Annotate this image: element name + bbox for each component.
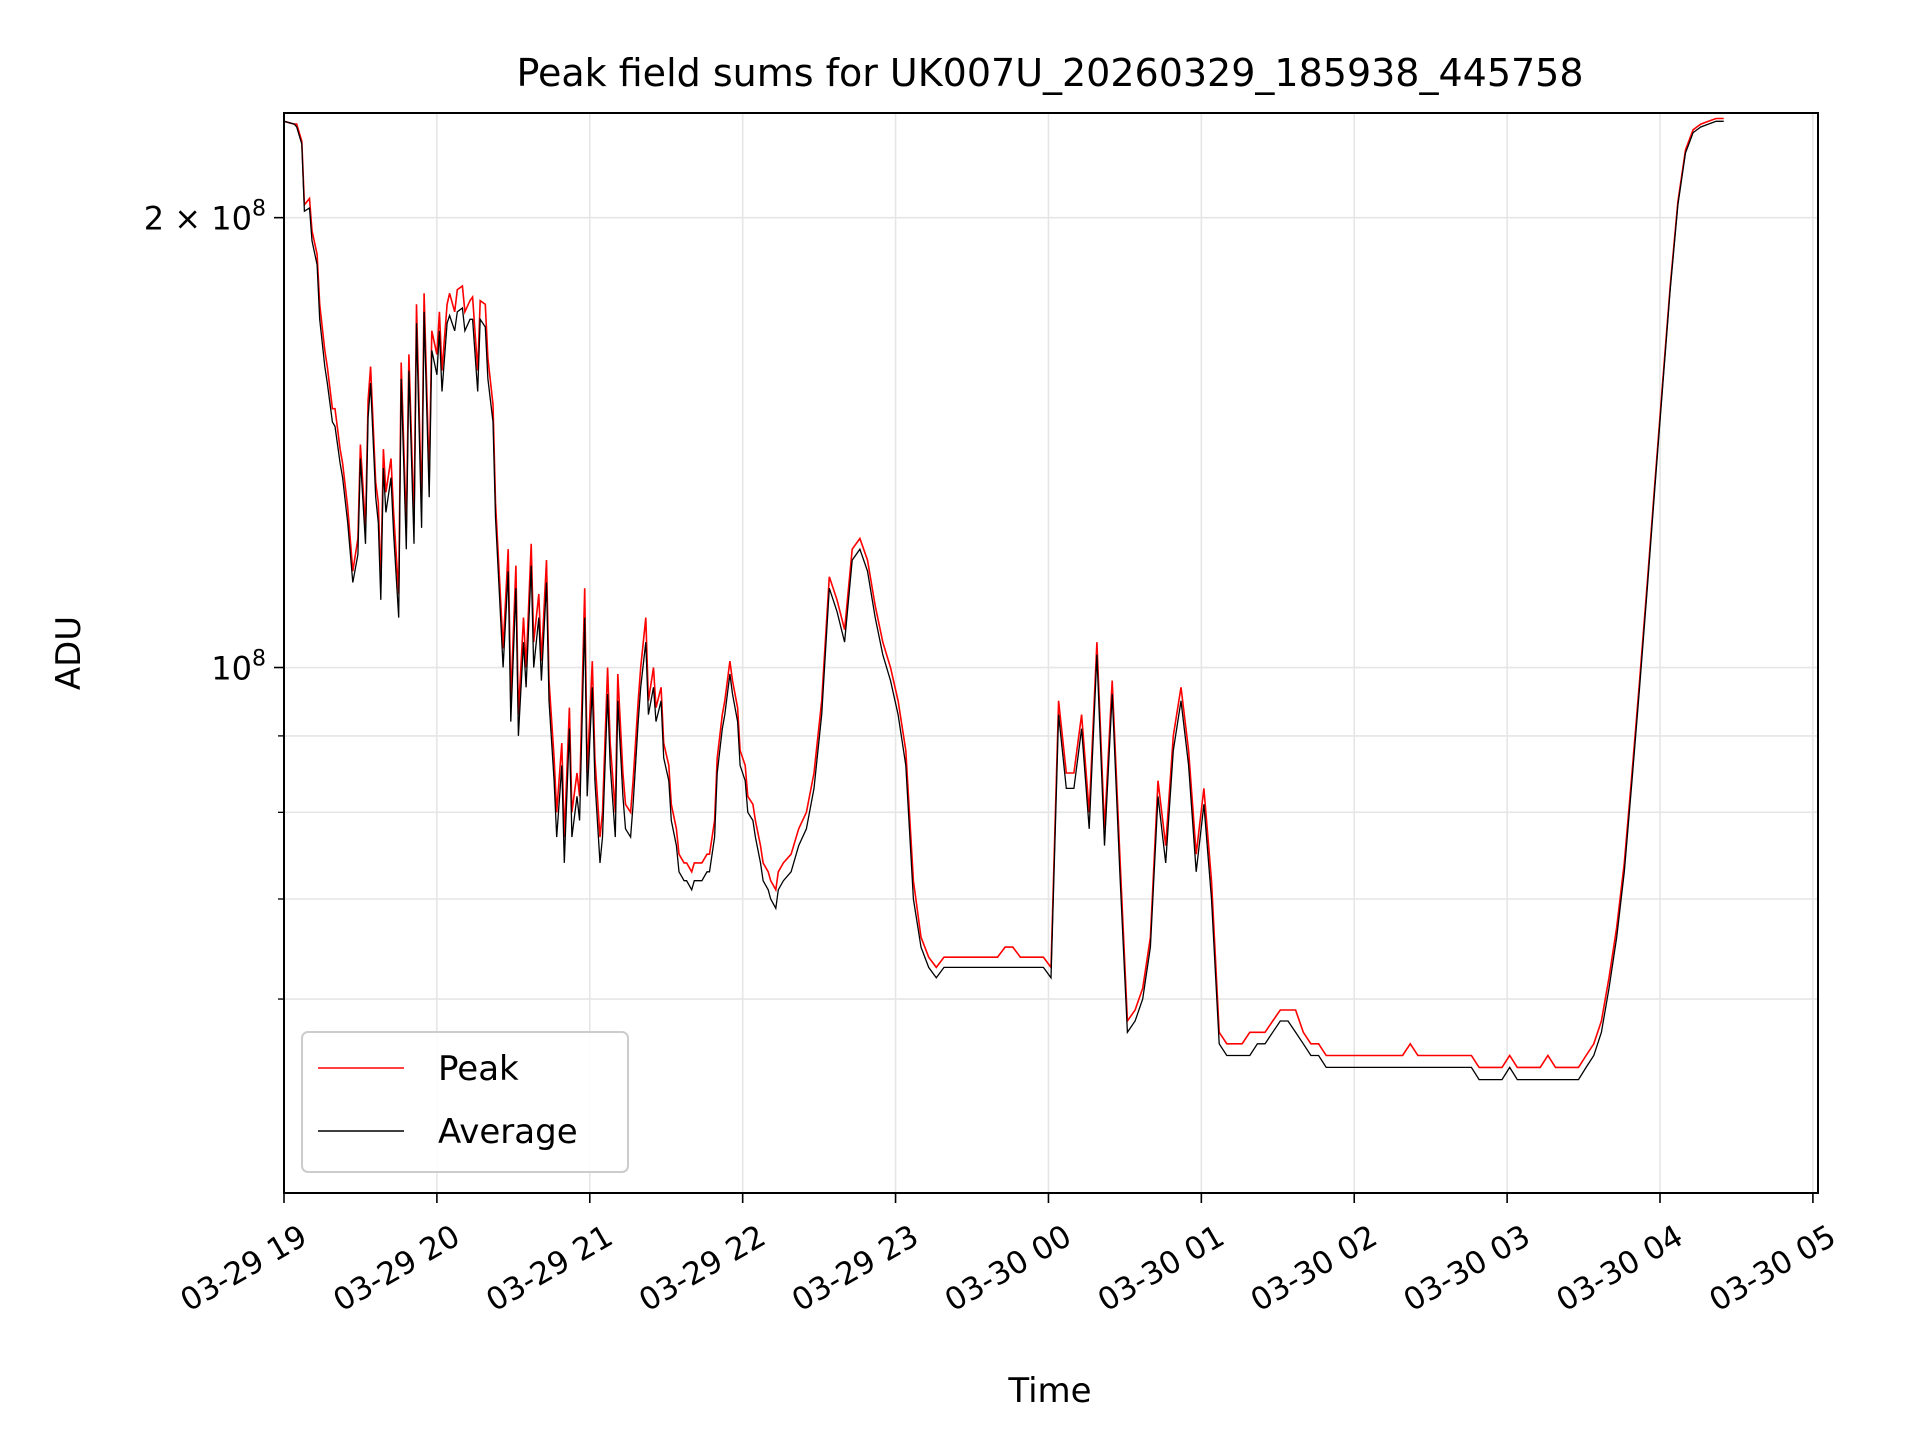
y-axis-label: ADU — [49, 616, 89, 690]
y-tick-label-1: 2 × 108 — [144, 197, 266, 238]
chart-title: Peak field sums for UK007U_20260329_1859… — [516, 51, 1583, 95]
legend-box — [301, 1031, 629, 1173]
y-axis-ticks: 108 2 × 108 — [144, 197, 284, 1000]
legend-label-peak: Peak — [438, 1049, 519, 1089]
series-line-peak — [283, 117, 1724, 1069]
legend-label-average: Average — [438, 1112, 578, 1152]
x-axis-label: Time — [1007, 1371, 1091, 1411]
grid — [283, 113, 1818, 1193]
y-tick-label-0: 108 — [211, 647, 266, 688]
series-group — [283, 117, 1724, 1081]
legend: Peak Average — [301, 1031, 629, 1173]
plot-frame — [283, 112, 1819, 1194]
series-line-average — [283, 120, 1724, 1081]
